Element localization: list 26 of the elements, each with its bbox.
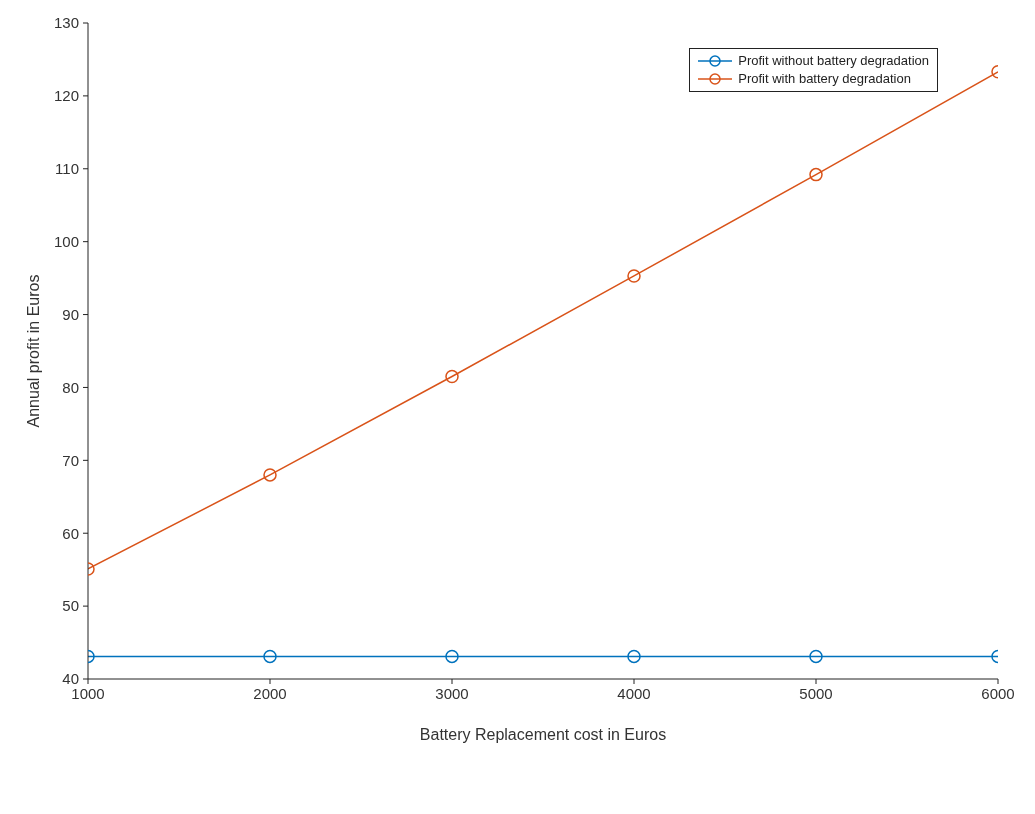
x-tick-label: 2000 <box>253 684 287 702</box>
y-tick-label: 70 <box>62 451 79 469</box>
x-tick-label: 6000 <box>981 684 1015 702</box>
y-tick-label: 90 <box>62 305 79 323</box>
y-tick-label: 50 <box>62 597 79 615</box>
x-tick-label: 3000 <box>435 684 469 702</box>
x-tick-label: 5000 <box>799 684 833 702</box>
y-tick-label: 110 <box>55 160 79 178</box>
x-axis-title: Battery Replacement cost in Euros <box>419 726 667 744</box>
point <box>627 649 641 664</box>
y-tick-label: 100 <box>53 232 79 250</box>
point <box>809 167 823 182</box>
y-tick-label: 120 <box>53 87 79 105</box>
point <box>445 369 459 384</box>
point <box>445 649 459 664</box>
point <box>263 649 277 664</box>
y-tick-label: 60 <box>62 524 79 542</box>
y-tick-label: 80 <box>62 378 79 396</box>
legend-label: Profit without battery degradation <box>738 52 929 70</box>
x-tick-label: 4000 <box>617 684 651 702</box>
legend-label: Profit with battery degradation <box>738 70 911 88</box>
point <box>627 269 641 283</box>
y-tick-label: 130 <box>53 14 79 32</box>
point <box>809 649 823 664</box>
y-axis-title: Annual profit in Euros <box>24 274 42 428</box>
point <box>263 468 277 482</box>
